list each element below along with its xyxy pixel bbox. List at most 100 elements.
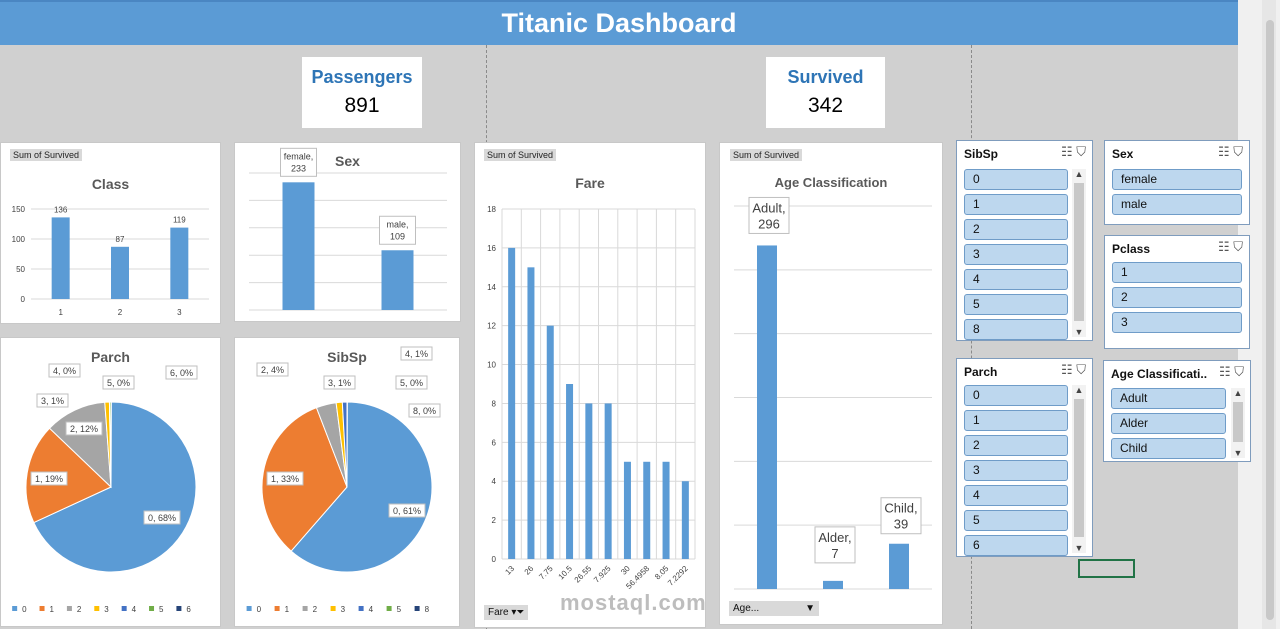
slicer-item-adult[interactable]: Adult bbox=[1111, 388, 1226, 409]
sum-of-survived-button[interactable]: Sum of Survived bbox=[730, 149, 803, 161]
slicer-item-8[interactable]: 8 bbox=[964, 319, 1068, 340]
legend-swatch bbox=[149, 606, 155, 611]
sex-slicer[interactable]: Sex ☷ ⛉ female male bbox=[1104, 140, 1250, 225]
sum-of-survived-button[interactable]: Sum of Survived bbox=[10, 149, 83, 161]
sibsp-slice[interactable] bbox=[290, 401, 433, 573]
slicer-scroll-thumb[interactable] bbox=[1074, 183, 1084, 321]
slicer-item-2[interactable]: 2 bbox=[1112, 287, 1242, 308]
parch-slice[interactable] bbox=[25, 427, 112, 524]
clear-filter-icon[interactable]: ⛉ bbox=[1234, 364, 1244, 379]
slicer-item-3[interactable]: 3 bbox=[1112, 312, 1242, 333]
slicer-item-1[interactable]: 1 bbox=[964, 194, 1068, 215]
chevron-up-icon[interactable]: ▲ bbox=[1233, 388, 1243, 398]
parch-chart[interactable]: Parch 0, 68% 1, 19% 2, 12% 3, 1% 4, 0% 5, 0% 6,… bbox=[0, 337, 221, 627]
sex-bar[interactable] bbox=[282, 182, 315, 310]
slicer-item-0[interactable]: 0 bbox=[964, 385, 1068, 406]
x-tick-label: 7.2292 bbox=[666, 564, 690, 588]
fare-bar[interactable] bbox=[643, 461, 651, 559]
slicer-scrollbar[interactable]: ▲ ▼ bbox=[1231, 388, 1245, 458]
clear-filter-icon[interactable]: ⛉ bbox=[1076, 362, 1086, 377]
sibsp-slicer[interactable]: SibSp ☷ ⛉ 0 1 2 3 4 5 8 ▲ ▼ bbox=[956, 140, 1093, 341]
age-filter-dropdown[interactable]: Age... ▼ bbox=[729, 601, 819, 616]
slicer-item-2[interactable]: 2 bbox=[964, 435, 1068, 456]
slicer-item-4[interactable]: 4 bbox=[964, 269, 1068, 290]
x-tick-label: 26.55 bbox=[573, 564, 594, 585]
chevron-down-icon[interactable]: ▼ bbox=[1233, 448, 1243, 458]
slicer-scrollbar[interactable]: ▲ ▼ bbox=[1072, 385, 1086, 553]
legend-label: 0 bbox=[22, 605, 27, 614]
slicer-item-0[interactable]: 0 bbox=[964, 169, 1068, 190]
chevron-down-icon[interactable]: ▼ bbox=[1074, 327, 1084, 337]
selected-cell[interactable] bbox=[1078, 559, 1135, 578]
age-classification-chart[interactable]: Age Classification Adult, 296 Alder, 7 Child,… bbox=[719, 142, 943, 625]
fare-bar[interactable] bbox=[566, 384, 574, 559]
age-filter-label: Age... bbox=[733, 603, 760, 614]
slicer-item-1[interactable]: 1 bbox=[1112, 262, 1242, 283]
parch-data-label: 3, 1% bbox=[41, 396, 64, 406]
slicer-item-4[interactable]: 4 bbox=[964, 485, 1068, 506]
slicer-item-female[interactable]: female bbox=[1112, 169, 1242, 190]
fare-filter-button[interactable]: Fare ▾⏷ bbox=[484, 605, 529, 620]
chevron-up-icon[interactable]: ▲ bbox=[1074, 169, 1084, 179]
multi-select-icon[interactable]: ☷ bbox=[1060, 144, 1073, 159]
class-bar[interactable] bbox=[51, 217, 70, 299]
multi-select-icon[interactable]: ☷ bbox=[1217, 239, 1230, 254]
fare-bar[interactable] bbox=[623, 461, 631, 559]
y-tick-label: 10 bbox=[487, 361, 496, 370]
dashboard-title: Titanic Dashboard bbox=[501, 8, 737, 38]
x-tick-label: 2 bbox=[118, 308, 123, 317]
fare-bar[interactable] bbox=[662, 461, 670, 559]
fare-bar[interactable] bbox=[546, 325, 554, 559]
parch-slicer[interactable]: Parch ☷ ⛉ 0 1 2 3 4 5 6 ▲ ▼ bbox=[956, 358, 1093, 557]
chevron-down-icon[interactable]: ▼ bbox=[1074, 543, 1084, 553]
slicer-scroll-thumb[interactable] bbox=[1233, 402, 1243, 442]
class-chart[interactable]: Class 0 50 100 150 1 136 2 87 3 119 Sum of Survive… bbox=[0, 142, 221, 324]
age-classification-slicer[interactable]: Age Classificati... ☷ ⛉ Adult Alder Child ▲… bbox=[1103, 360, 1251, 462]
fare-bar[interactable] bbox=[604, 403, 612, 559]
y-tick-label: 0 bbox=[21, 295, 26, 304]
y-tick-label: 14 bbox=[487, 283, 496, 292]
sex-bar[interactable] bbox=[381, 250, 414, 310]
fare-bar[interactable] bbox=[508, 247, 516, 559]
sex-data-label-box bbox=[379, 215, 416, 245]
sibsp-chart[interactable]: SibSp 0, 61% 1, 33% 2, 4% 3, 1% 4, 1% 5, 0% 8, … bbox=[234, 337, 460, 627]
age-bar[interactable] bbox=[889, 543, 909, 589]
parch-slice[interactable] bbox=[33, 401, 197, 573]
slicer-item-6[interactable]: 6 bbox=[964, 535, 1068, 556]
vertical-scrollbar-thumb[interactable] bbox=[1266, 20, 1274, 620]
clear-filter-icon[interactable]: ⛉ bbox=[1233, 239, 1243, 254]
slicer-item-2[interactable]: 2 bbox=[964, 219, 1068, 240]
multi-select-icon[interactable]: ☷ bbox=[1217, 144, 1230, 159]
slicer-scroll-thumb[interactable] bbox=[1074, 399, 1084, 537]
age-bar[interactable] bbox=[823, 580, 843, 589]
class-bar[interactable] bbox=[170, 227, 189, 299]
slicer-item-5[interactable]: 5 bbox=[964, 294, 1068, 315]
class-bar[interactable] bbox=[111, 246, 129, 299]
sibsp-data-label-box bbox=[266, 471, 304, 486]
age-bar[interactable] bbox=[757, 245, 777, 589]
slicer-item-1[interactable]: 1 bbox=[964, 410, 1068, 431]
chevron-up-icon[interactable]: ▲ bbox=[1074, 385, 1084, 395]
slicer-item-3[interactable]: 3 bbox=[964, 460, 1068, 481]
slicer-item-3[interactable]: 3 bbox=[964, 244, 1068, 265]
clear-filter-icon[interactable]: ⛉ bbox=[1233, 144, 1243, 159]
fare-bar[interactable] bbox=[585, 403, 593, 559]
pclass-slicer[interactable]: Pclass ☷ ⛉ 1 2 3 bbox=[1104, 235, 1250, 349]
clear-filter-icon[interactable]: ⛉ bbox=[1076, 144, 1086, 159]
sibsp-chart-title: SibSp bbox=[327, 349, 367, 365]
fare-chart[interactable]: Fare 0 2 4 6 8 10 12 14 16 18 13 26 7.75 10.5 26.55 7.92… bbox=[474, 142, 706, 628]
slicer-item-5[interactable]: 5 bbox=[964, 510, 1068, 531]
sibsp-slice[interactable] bbox=[261, 407, 348, 552]
multi-select-icon[interactable]: ☷ bbox=[1218, 364, 1231, 379]
parch-data-label-box bbox=[143, 510, 181, 525]
sum-of-survived-button[interactable]: Sum of Survived bbox=[484, 149, 557, 161]
slicer-item-alder[interactable]: Alder bbox=[1111, 413, 1226, 434]
parch-data-label-box bbox=[102, 375, 135, 390]
sex-chart[interactable]: Sex female, 233 male, 109 bbox=[234, 142, 461, 322]
fare-bar[interactable] bbox=[681, 481, 689, 559]
multi-select-icon[interactable]: ☷ bbox=[1060, 362, 1073, 377]
fare-bar[interactable] bbox=[527, 267, 535, 559]
slicer-item-child[interactable]: Child bbox=[1111, 438, 1226, 459]
slicer-scrollbar[interactable]: ▲ ▼ bbox=[1072, 169, 1086, 337]
slicer-item-male[interactable]: male bbox=[1112, 194, 1242, 215]
